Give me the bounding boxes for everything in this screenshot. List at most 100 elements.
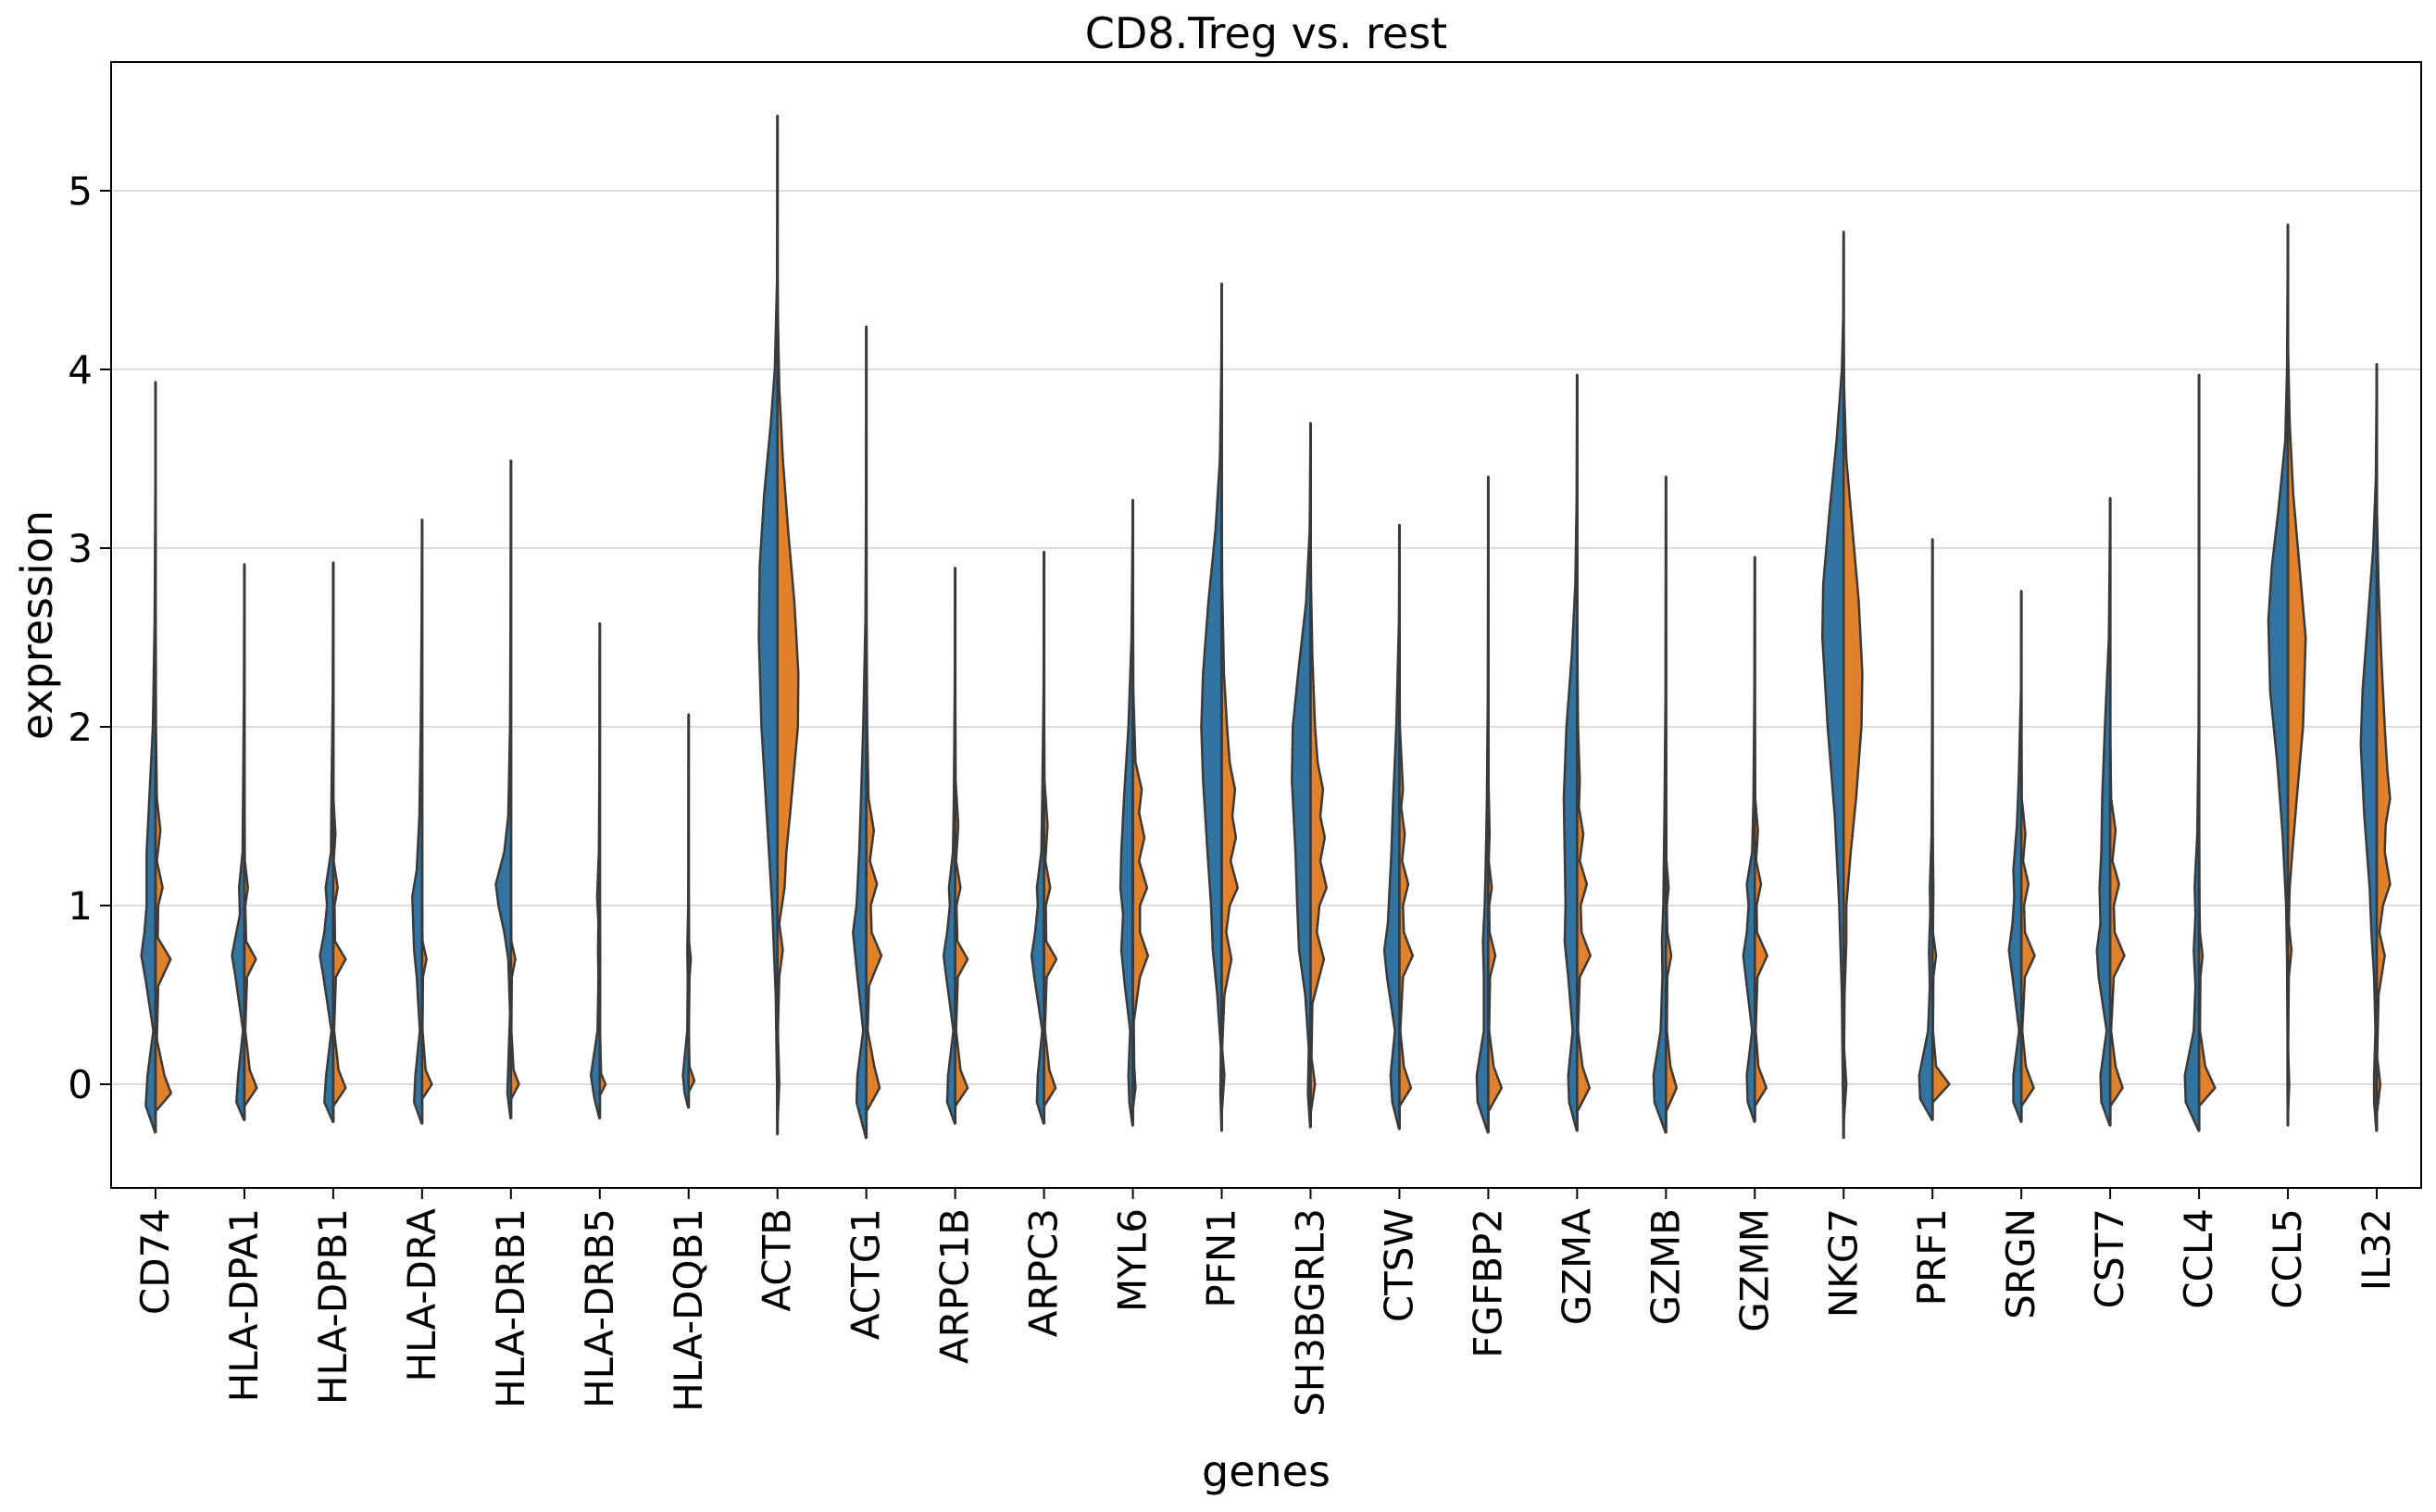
xtick-label: HLA-DQB1 <box>666 1208 711 1412</box>
violin-half-left <box>494 459 513 1119</box>
violin-half-left <box>1382 523 1401 1131</box>
y-axis-title: expression <box>12 510 62 740</box>
violin-HLA-DRB1 <box>494 459 520 1119</box>
violin-half-right <box>1220 493 1240 1113</box>
xtick-label: PFN1 <box>1199 1208 1244 1308</box>
violin-GZMB <box>1652 475 1679 1134</box>
violin-HLA-DPB1 <box>319 561 347 1123</box>
violin-PRF1 <box>1918 538 1951 1121</box>
xtick-label: NKG7 <box>1820 1208 1866 1318</box>
xtick-label: FGFBP2 <box>1465 1208 1510 1358</box>
violin-half-left <box>589 621 602 1119</box>
violin-layer <box>140 114 2392 1140</box>
violin-ARPC1B <box>942 566 969 1125</box>
violin-HLA-DPA1 <box>231 563 258 1121</box>
violin-half-left <box>1652 475 1668 1134</box>
violin-half-right <box>1930 761 1951 1104</box>
violin-half-right <box>331 725 347 1107</box>
violin-half-right <box>2108 725 2126 1107</box>
xtick-label: CTSW <box>1376 1208 1421 1322</box>
violin-half-right <box>1665 725 1679 1113</box>
xtick-label: CD74 <box>132 1208 178 1315</box>
xtick-label: HLA-DRB5 <box>577 1208 622 1408</box>
violin-half-right <box>865 511 883 1113</box>
violin-half-left <box>2007 590 2023 1123</box>
xtick-label: ARPC1B <box>932 1208 978 1364</box>
violin-half-right <box>1309 493 1328 1113</box>
xtick-label: CCL4 <box>2176 1208 2221 1309</box>
violin-PFN1 <box>1200 282 1240 1132</box>
violin-CST7 <box>2095 496 2126 1127</box>
violin-half-left <box>2183 373 2201 1132</box>
ytick-label: 0 <box>68 1062 93 1107</box>
violin-half-left <box>1918 538 1934 1121</box>
violin-half-right <box>2019 725 2036 1107</box>
violin-half-right <box>509 904 520 1100</box>
xtick-label: GZMM <box>1731 1208 1777 1332</box>
violin-GZMM <box>1742 556 1768 1123</box>
violin-FGFBP2 <box>1475 475 1504 1134</box>
violin-half-left <box>1291 421 1312 1129</box>
violin-half-right <box>1131 582 1150 1107</box>
violin-half-right <box>776 260 800 1121</box>
y-axis: 0 1 2 3 4 5 <box>68 169 111 1107</box>
ytick-label: 4 <box>68 347 93 393</box>
violin-half-left <box>411 518 424 1125</box>
xtick-label: CST7 <box>2087 1208 2132 1308</box>
ytick-label: 2 <box>68 705 93 750</box>
plot-frame <box>110 61 2422 1189</box>
violin-HLA-DRB5 <box>589 621 607 1119</box>
violin-half-right <box>2197 796 2217 1107</box>
violin-GZMA <box>1562 373 1593 1132</box>
ytick-label: 3 <box>68 526 93 571</box>
violin-half-left <box>757 114 779 1136</box>
violin-half-right <box>1843 332 1864 1121</box>
violin-half-left <box>852 325 868 1140</box>
violin-CCL4 <box>2183 373 2217 1132</box>
violin-HLA-DRA <box>411 518 433 1125</box>
xtick-label: HLA-DPA1 <box>221 1208 267 1402</box>
violin-half-right <box>2375 457 2392 1113</box>
xtick-label: IL32 <box>2354 1208 2399 1291</box>
xtick-label: PRF1 <box>1909 1208 1955 1306</box>
xtick-label: HLA-DPB1 <box>310 1208 356 1405</box>
violin-half-left <box>2267 223 2290 1127</box>
xtick-label: SH3BGRL3 <box>1287 1208 1332 1417</box>
violin-half-left <box>319 561 335 1123</box>
ytick-label: 1 <box>68 883 93 929</box>
xtick-label: ARPC3 <box>1021 1208 1067 1337</box>
violin-half-left <box>1030 550 1045 1125</box>
violin-SH3BGRL3 <box>1291 421 1328 1129</box>
violin-IL32 <box>2359 362 2392 1132</box>
violin-half-left <box>1200 282 1223 1132</box>
chart-title: CD8.Treg vs. rest <box>1085 8 1447 58</box>
violin-half-left <box>1118 498 1134 1127</box>
violin-SRGN <box>2007 590 2036 1123</box>
xtick-label: SRGN <box>1998 1208 2043 1319</box>
ytick-label: 5 <box>68 169 93 214</box>
violin-ACTB <box>757 114 800 1136</box>
violin-HLA-DQB1 <box>681 713 696 1109</box>
x-axis-title: genes <box>1202 1446 1330 1496</box>
xtick-label: GZMA <box>1554 1208 1599 1326</box>
violin-half-left <box>1820 231 1845 1140</box>
violin-half-right <box>1754 725 1768 1107</box>
xtick-label: HLA-DRB1 <box>488 1208 533 1408</box>
violin-CTSW <box>1382 523 1415 1131</box>
violin-ARPC3 <box>1030 550 1058 1125</box>
violin-half-left <box>2359 362 2379 1132</box>
violin-CCL5 <box>2267 223 2307 1127</box>
violin-half-right <box>2286 296 2307 1113</box>
violin-half-right <box>1398 618 1415 1107</box>
violin-half-right <box>1043 690 1058 1107</box>
violin-ACTG1 <box>852 325 883 1140</box>
violin-half-left <box>140 381 157 1134</box>
violin-CD74 <box>140 381 173 1134</box>
violin-NKG7 <box>1820 231 1864 1140</box>
xtick-label: HLA-DRA <box>399 1208 444 1382</box>
violin-half-left <box>942 566 956 1125</box>
violin-half-left <box>2095 496 2112 1127</box>
x-axis: CD74 HLA-DPA1 HLA-DPB1 HLA-DRA HLA-DRB1 HLA-D… <box>132 1188 2399 1417</box>
grid-layer <box>111 190 2421 1085</box>
